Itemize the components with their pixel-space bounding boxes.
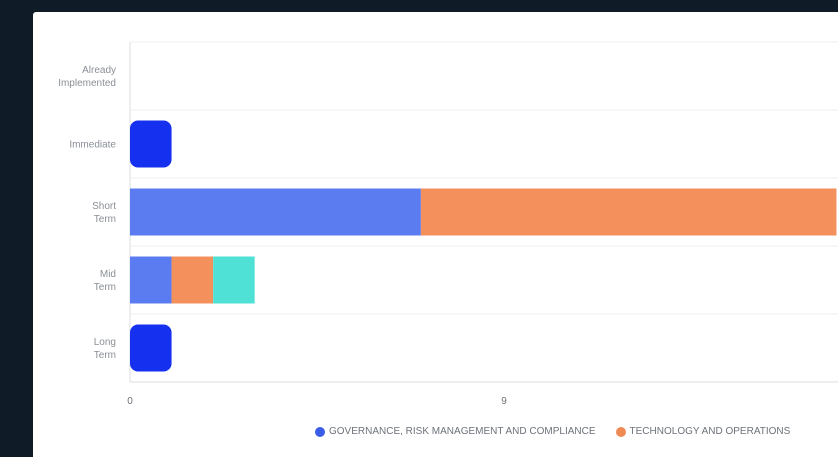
legend-item-governance[interactable]: GOVERNANCE, RISK MANAGEMENT AND COMPLIAN… [315, 426, 596, 437]
legend-dot-technology [615, 426, 626, 437]
category-label: Short Term [92, 201, 116, 225]
bar-segment[interactable] [130, 188, 421, 236]
x-tick-label: 9 [501, 396, 507, 407]
chart-card: Already Implemented Immediate Short Term Mid T… [33, 12, 838, 457]
bar-chart: Already Implemented Immediate Short Term Mid T… [58, 41, 838, 407]
bar-segment[interactable] [213, 256, 255, 304]
category-label: Long Term [94, 337, 116, 361]
category-label: Already Implemented [58, 65, 116, 89]
bar-segment[interactable] [130, 256, 172, 304]
category-label: Immediate [69, 140, 116, 151]
bar-segment[interactable] [130, 120, 172, 168]
bar-segment[interactable] [130, 324, 172, 372]
x-tick-label: 0 [127, 396, 133, 407]
bar-segment[interactable] [171, 256, 214, 304]
bar-segment[interactable] [420, 188, 837, 236]
legend-item-technology[interactable]: TECHNOLOGY AND OPERATIONS [615, 426, 791, 437]
category-label: Mid Term [94, 269, 116, 293]
legend: GOVERNANCE, RISK MANAGEMENT AND COMPLIAN… [315, 426, 810, 437]
legend-label-governance: GOVERNANCE, RISK MANAGEMENT AND COMPLIAN… [329, 426, 596, 437]
legend-dot-governance [315, 426, 325, 437]
legend-label-technology: TECHNOLOGY AND OPERATIONS [629, 426, 791, 437]
